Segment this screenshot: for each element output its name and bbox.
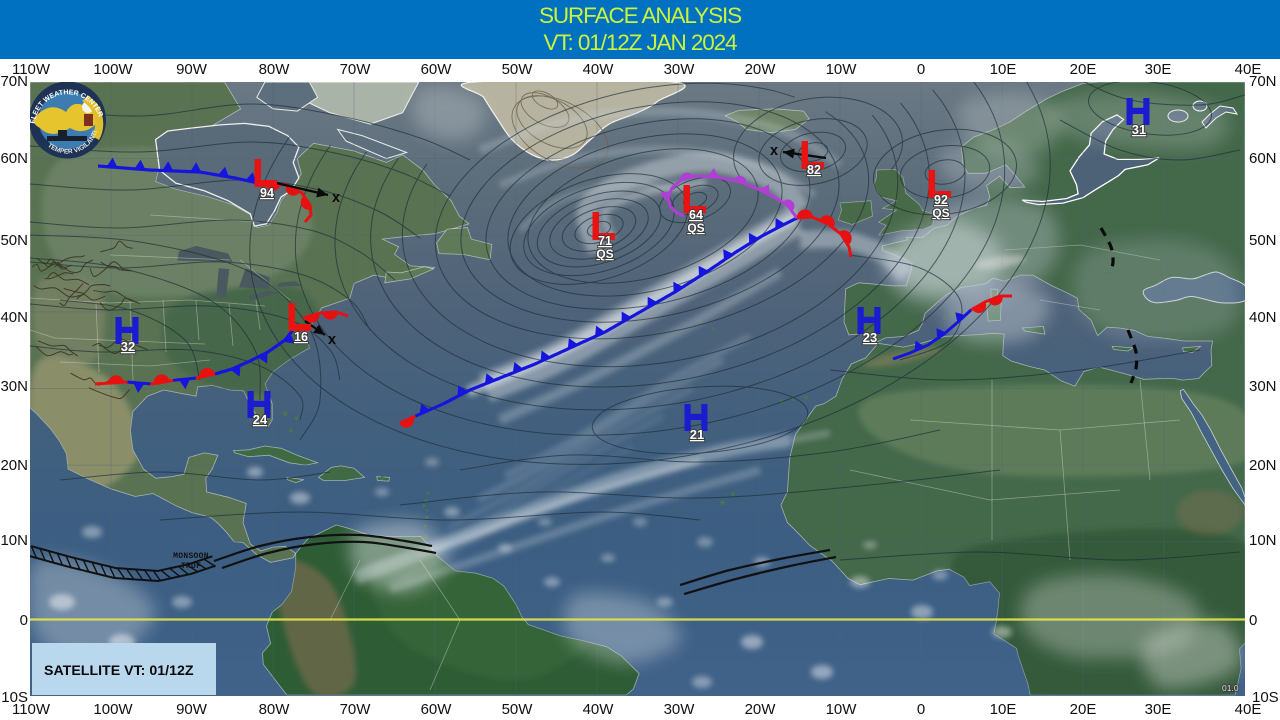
svg-text:32: 32 — [121, 339, 135, 354]
svg-text:x: x — [328, 332, 336, 348]
svg-text:94: 94 — [260, 186, 274, 200]
svg-text:TROF: TROF — [181, 562, 201, 571]
svg-text:92: 92 — [934, 193, 948, 207]
svg-text:71: 71 — [598, 234, 612, 248]
svg-text:16: 16 — [294, 330, 308, 344]
svg-text:QS: QS — [932, 206, 949, 220]
svg-text:82: 82 — [807, 163, 821, 177]
svg-text:23: 23 — [863, 330, 877, 345]
svg-text:21: 21 — [690, 427, 704, 442]
svg-text:x: x — [770, 143, 778, 159]
svg-text:x: x — [332, 190, 340, 206]
svg-text:64: 64 — [689, 208, 703, 222]
svg-text:SATELLITE VT: 01/12Z: SATELLITE VT: 01/12Z — [44, 663, 194, 679]
svg-text:24: 24 — [253, 412, 268, 427]
svg-text:QS: QS — [687, 221, 704, 235]
svg-text:MONSOON: MONSOON — [173, 552, 209, 561]
svg-text:31: 31 — [1132, 122, 1146, 137]
svg-text:QS: QS — [596, 247, 613, 261]
svg-text:01.0: 01.0 — [1222, 683, 1239, 693]
